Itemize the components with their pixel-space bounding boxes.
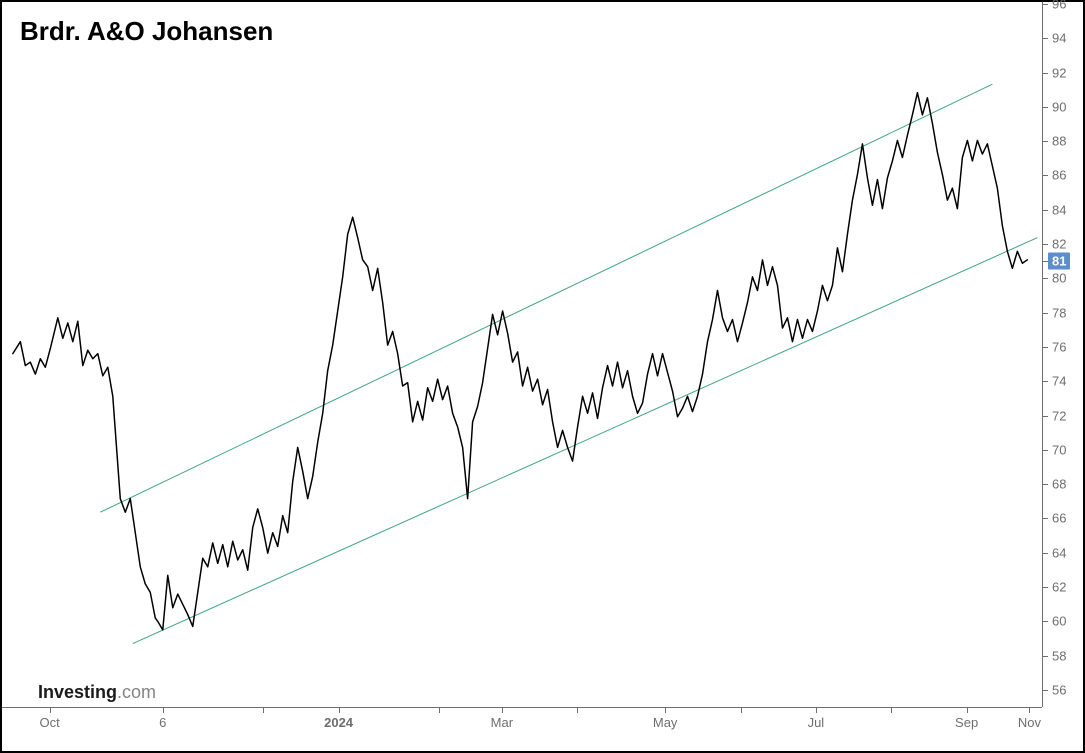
y-axis-label: 92 [1052, 65, 1066, 80]
x-axis-label: 2024 [324, 715, 353, 730]
x-tick [816, 707, 817, 713]
x-axis-label: Nov [1018, 715, 1041, 730]
y-axis-label: 64 [1052, 545, 1066, 560]
trend-channel-line [133, 238, 1038, 644]
y-axis-label: 80 [1052, 271, 1066, 286]
y-tick [1042, 587, 1048, 588]
x-axis-label: Mar [491, 715, 513, 730]
y-axis-label: 94 [1052, 31, 1066, 46]
y-tick [1042, 553, 1048, 554]
y-tick [1042, 518, 1048, 519]
y-tick [1042, 4, 1048, 5]
x-tick [741, 707, 742, 713]
y-tick [1042, 244, 1048, 245]
x-axis-line [2, 707, 1042, 708]
y-tick [1042, 416, 1048, 417]
y-axis-label: 84 [1052, 202, 1066, 217]
x-axis-label: Sep [955, 715, 978, 730]
y-axis-label: 62 [1052, 579, 1066, 594]
y-tick [1042, 381, 1048, 382]
x-tick [967, 707, 968, 713]
y-axis-label: 60 [1052, 614, 1066, 629]
y-tick [1042, 210, 1048, 211]
x-tick [163, 707, 164, 713]
y-tick [1042, 621, 1048, 622]
x-tick [502, 707, 503, 713]
trend-channel-line [100, 84, 992, 512]
x-axis-label: Jul [808, 715, 825, 730]
x-tick [263, 707, 264, 713]
y-axis-label: 76 [1052, 339, 1066, 354]
y-tick [1042, 175, 1048, 176]
x-axis-label: Oct [40, 715, 60, 730]
price-chart-svg [2, 2, 1083, 751]
price-line [13, 93, 1028, 630]
x-tick [1029, 707, 1030, 713]
x-tick [50, 707, 51, 713]
y-axis-label: 56 [1052, 682, 1066, 697]
y-axis-label: 72 [1052, 408, 1066, 423]
chart-frame: Brdr. A&O Johansen 565860626466687072747… [0, 0, 1085, 753]
y-tick [1042, 278, 1048, 279]
y-axis-label: 88 [1052, 134, 1066, 149]
y-tick [1042, 141, 1048, 142]
y-axis-label: 74 [1052, 374, 1066, 389]
x-tick [339, 707, 340, 713]
y-tick [1042, 38, 1048, 39]
x-tick [577, 707, 578, 713]
y-axis-label: 82 [1052, 237, 1066, 252]
x-axis-label: 6 [159, 715, 166, 730]
y-tick [1042, 347, 1048, 348]
y-tick [1042, 313, 1048, 314]
y-axis-label: 78 [1052, 305, 1066, 320]
y-tick [1042, 107, 1048, 108]
x-tick [439, 707, 440, 713]
y-axis-label: 66 [1052, 511, 1066, 526]
x-tick [665, 707, 666, 713]
y-tick [1042, 73, 1048, 74]
y-axis-label: 58 [1052, 648, 1066, 663]
current-price-tag: 81 [1048, 253, 1070, 270]
x-tick [891, 707, 892, 713]
y-axis-label: 86 [1052, 168, 1066, 183]
y-axis-label: 70 [1052, 442, 1066, 457]
y-tick [1042, 484, 1048, 485]
y-axis-label: 96 [1052, 0, 1066, 12]
x-axis-label: May [653, 715, 678, 730]
y-axis-label: 90 [1052, 99, 1066, 114]
y-axis-label: 68 [1052, 477, 1066, 492]
y-tick [1042, 656, 1048, 657]
y-tick [1042, 450, 1048, 451]
y-tick [1042, 690, 1048, 691]
